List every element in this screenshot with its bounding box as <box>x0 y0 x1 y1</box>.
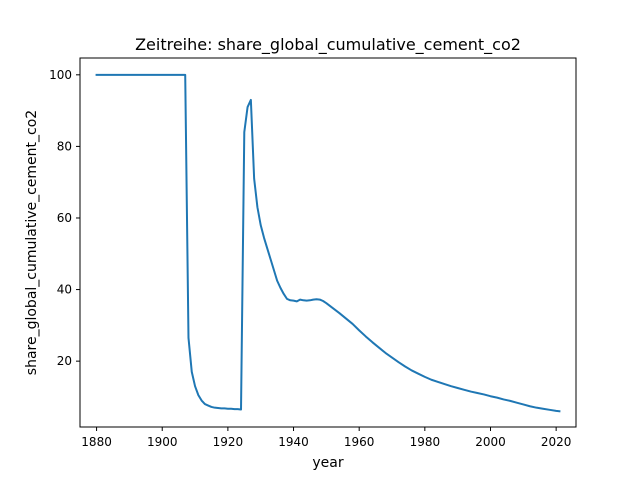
x-tick-label: 1960 <box>344 435 375 449</box>
y-axis: 20 40 60 80 100 <box>49 68 80 368</box>
x-tick-label: 1900 <box>147 435 178 449</box>
y-tick-label: 40 <box>57 283 72 297</box>
x-tick-label: 2000 <box>475 435 506 449</box>
plot-area <box>79 57 577 428</box>
x-tick-label: 1940 <box>278 435 309 449</box>
y-tick-label: 60 <box>57 211 72 225</box>
x-axis: 1880 1900 1920 1940 1960 1980 2000 2020 <box>81 427 571 449</box>
x-axis-label: year <box>312 455 343 471</box>
x-tick-label: 1920 <box>213 435 244 449</box>
y-axis-label: share_global_cumulative_cement_co2 <box>24 110 40 375</box>
y-tick-label: 80 <box>57 139 72 153</box>
axes-frame <box>79 57 577 428</box>
y-tick-label: 20 <box>57 354 72 368</box>
chart-title: Zeitreihe: share_global_cumulative_cemen… <box>135 35 521 55</box>
y-tick-label: 100 <box>49 68 72 82</box>
series-line <box>95 73 561 413</box>
x-tick-label: 2020 <box>541 435 572 449</box>
x-tick-label: 1980 <box>410 435 441 449</box>
x-tick-label: 1880 <box>81 435 112 449</box>
